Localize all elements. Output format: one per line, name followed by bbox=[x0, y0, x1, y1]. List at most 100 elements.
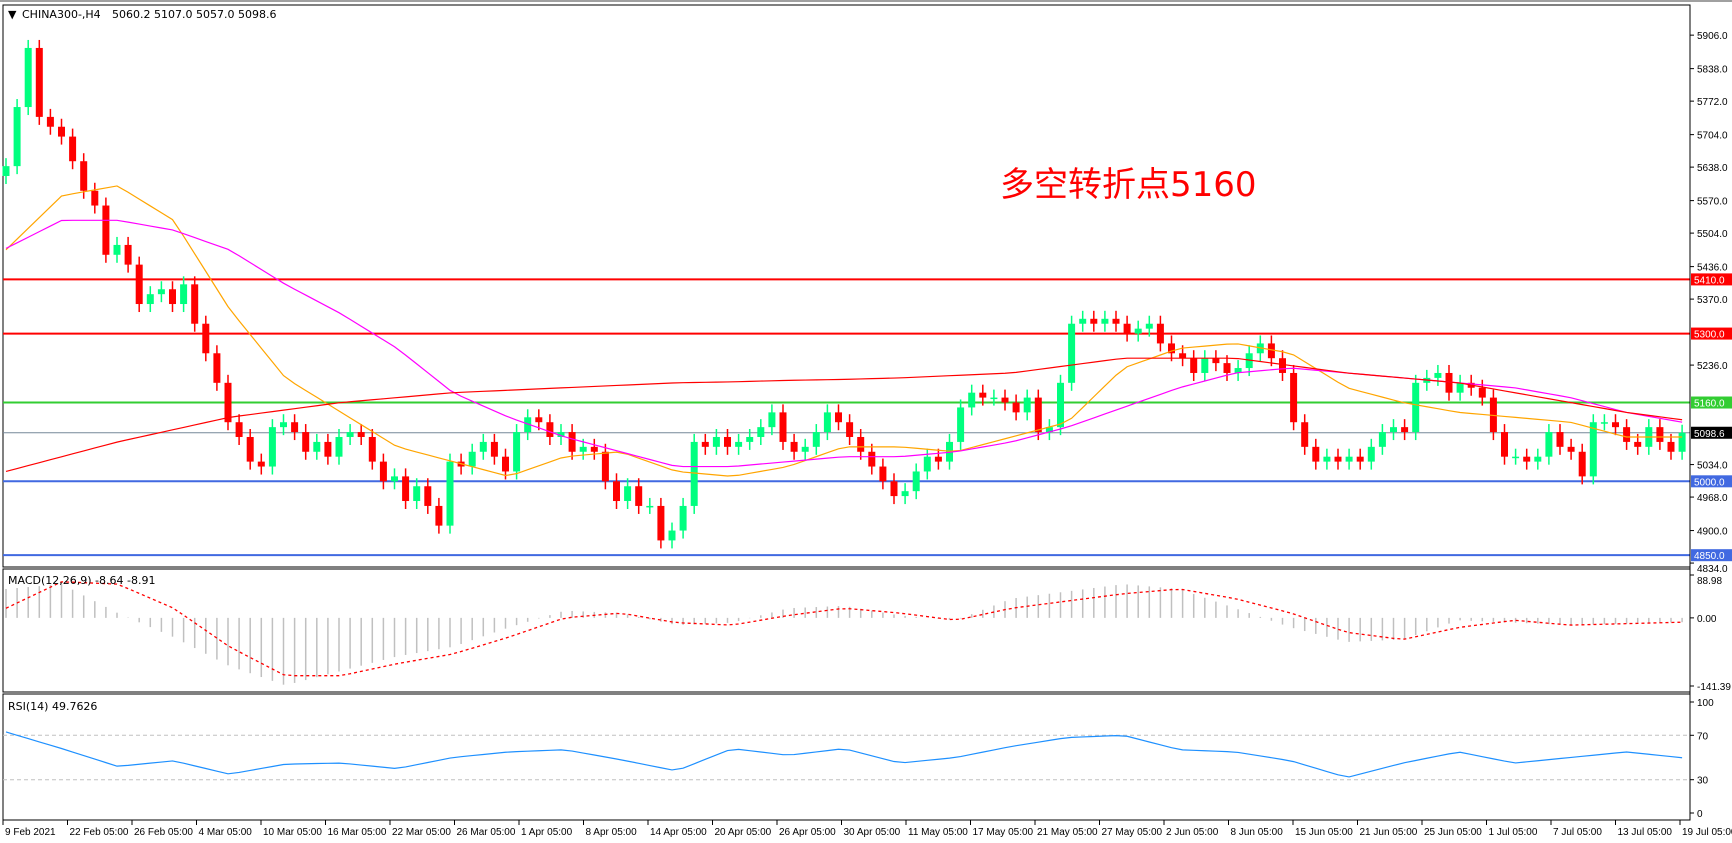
time-tick-label: 1 Jul 05:00 bbox=[1489, 827, 1538, 838]
candle-bear bbox=[213, 353, 221, 383]
candle-bear bbox=[91, 190, 99, 206]
level-price-tag bbox=[1691, 327, 1732, 340]
candle-bull bbox=[712, 436, 720, 447]
candle-bear bbox=[779, 412, 787, 442]
candle-bear bbox=[1301, 422, 1309, 447]
candle-bull bbox=[624, 486, 632, 502]
candle-bull bbox=[1434, 372, 1442, 378]
candle-bear bbox=[1312, 446, 1320, 462]
symbol-label: CHINA300-,H4 bbox=[22, 8, 101, 21]
time-tick-label: 11 May 05:00 bbox=[908, 827, 968, 838]
candle-bear bbox=[934, 456, 942, 462]
candle-bull bbox=[391, 476, 398, 482]
candle-bear bbox=[590, 446, 598, 452]
macd-tick-label: 88.98 bbox=[1697, 576, 1722, 587]
candle-bear bbox=[1001, 397, 1009, 403]
rsi-tick-label: 0 bbox=[1697, 809, 1703, 820]
candle-bear bbox=[868, 451, 876, 467]
candle-bear bbox=[1623, 427, 1631, 442]
candle-bear bbox=[1168, 343, 1175, 354]
ohlc-label: 5060.2 5107.0 5057.0 5098.6 bbox=[112, 8, 276, 21]
rsi-tick-label: 100 bbox=[1697, 698, 1714, 709]
time-tick-label: 22 Mar 05:00 bbox=[392, 827, 451, 838]
candle-bear bbox=[846, 422, 854, 437]
candle-bear bbox=[302, 432, 310, 452]
candle-bear bbox=[835, 412, 842, 423]
candle-bull bbox=[746, 436, 754, 442]
candle-bear bbox=[724, 436, 731, 447]
rsi-line bbox=[5, 731, 1683, 778]
candle-bull bbox=[446, 461, 454, 526]
macd-tick-label: 0.00 bbox=[1697, 614, 1717, 625]
candle-bear bbox=[135, 264, 143, 305]
time-tick-label: 21 Jun 05:00 bbox=[1360, 827, 1418, 838]
candle-bull bbox=[180, 284, 188, 305]
candle-bear bbox=[1156, 323, 1164, 344]
candle-bull bbox=[479, 441, 487, 452]
time-tick-label: 30 Apr 05:00 bbox=[844, 827, 901, 838]
candle-bear bbox=[1634, 441, 1642, 447]
candle-bear bbox=[191, 284, 199, 324]
candle-bull bbox=[1534, 456, 1542, 462]
level-price-label: 5410.0 bbox=[1694, 275, 1725, 286]
candle-bull bbox=[13, 107, 21, 167]
candle-bear bbox=[1012, 402, 1020, 413]
candle-bear bbox=[601, 451, 609, 482]
time-tick-label: 26 Feb 05:00 bbox=[134, 827, 193, 838]
candle-bull bbox=[579, 446, 587, 452]
candle-bear bbox=[291, 422, 299, 433]
candle-bear bbox=[490, 441, 498, 457]
candle-bear bbox=[1556, 432, 1564, 447]
candle-bear bbox=[535, 417, 543, 423]
time-tick-label: 19 Jul 05:00 bbox=[1682, 827, 1732, 838]
candle-bull bbox=[268, 427, 276, 467]
level-price-label: 5000.0 bbox=[1694, 477, 1725, 488]
candle-bear bbox=[1090, 318, 1098, 324]
candle-bear bbox=[879, 466, 887, 482]
macd-label: MACD(12,26,9) -8.64 -8.91 bbox=[8, 574, 155, 587]
candle-bear bbox=[546, 422, 554, 437]
time-tick-label: 22 Feb 05:00 bbox=[70, 827, 129, 838]
candle-bull bbox=[1079, 318, 1087, 324]
candle-bull bbox=[313, 441, 321, 452]
candle-bear bbox=[979, 392, 987, 398]
candle-bear bbox=[1578, 451, 1586, 477]
candle-bull bbox=[335, 436, 343, 457]
price-panel[interactable] bbox=[2, 4, 1691, 568]
candle-bear bbox=[124, 244, 132, 265]
candle-bear bbox=[701, 441, 709, 447]
time-tick-label: 13 Jul 05:00 bbox=[1618, 827, 1673, 838]
time-tick-label: 8 Jun 05:00 bbox=[1231, 827, 1284, 838]
candle-bear bbox=[169, 289, 176, 305]
level-price-tag bbox=[1691, 396, 1732, 409]
candle-bear bbox=[1445, 372, 1453, 393]
time-tick-label: 8 Apr 05:00 bbox=[586, 827, 638, 838]
price-tick-label: 4834.0 bbox=[1697, 564, 1728, 575]
candle-bear bbox=[502, 456, 509, 472]
candle-bull bbox=[668, 530, 676, 541]
candle-bull bbox=[157, 289, 165, 295]
candle-bear bbox=[1478, 387, 1486, 398]
candle-bear bbox=[1290, 372, 1298, 423]
candle-bull bbox=[1456, 382, 1464, 393]
header-dropdown-icon[interactable]: ▼ bbox=[8, 8, 17, 21]
level-price-label: 5300.0 bbox=[1694, 330, 1725, 341]
candle-bear bbox=[1501, 432, 1508, 457]
level-price-tag bbox=[1691, 426, 1732, 439]
level-price-label: 4850.0 bbox=[1694, 551, 1725, 562]
candle-bull bbox=[557, 432, 565, 437]
time-tick-label: 9 Feb 2021 bbox=[5, 827, 56, 838]
time-tick-label: 1 Apr 05:00 bbox=[521, 827, 573, 838]
macd-signal-line bbox=[5, 581, 1683, 677]
candle-bear bbox=[1334, 456, 1342, 462]
candle-bear bbox=[69, 136, 77, 162]
candle-bull bbox=[1512, 456, 1520, 459]
candle-bear bbox=[1356, 456, 1364, 462]
candle-bull bbox=[1600, 422, 1608, 424]
price-tick-label: 5436.0 bbox=[1697, 262, 1728, 273]
time-tick-label: 2 Jun 05:00 bbox=[1166, 827, 1219, 838]
candle-bull bbox=[801, 446, 809, 452]
time-tick-label: 20 Apr 05:00 bbox=[715, 827, 772, 838]
price-tick-label: 5236.0 bbox=[1697, 361, 1728, 372]
